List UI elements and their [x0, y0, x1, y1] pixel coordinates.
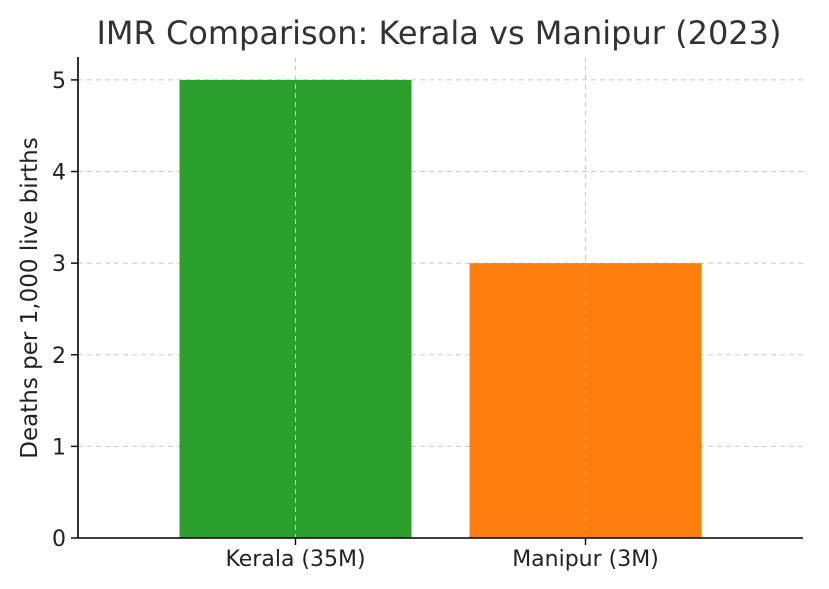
y-tick-label: 1 [52, 435, 66, 460]
y-tick-label: 4 [52, 161, 66, 186]
axes: 0 1 2 3 4 5 Kerala (35M) Manipur (3M) [52, 57, 803, 572]
x-tick-label: Manipur (3M) [512, 547, 659, 572]
x-tick-label: Kerala (35M) [225, 547, 365, 572]
y-tick-label: 3 [52, 252, 66, 277]
y-axis-label: Deaths per 1,000 live births [17, 137, 43, 458]
bars [179, 79, 702, 539]
y-tick-label: 2 [52, 344, 66, 369]
y-tick-label: 0 [52, 527, 66, 552]
y-tick-label: 5 [52, 69, 66, 94]
chart-title: IMR Comparison: Kerala vs Manipur (2023) [96, 14, 781, 52]
